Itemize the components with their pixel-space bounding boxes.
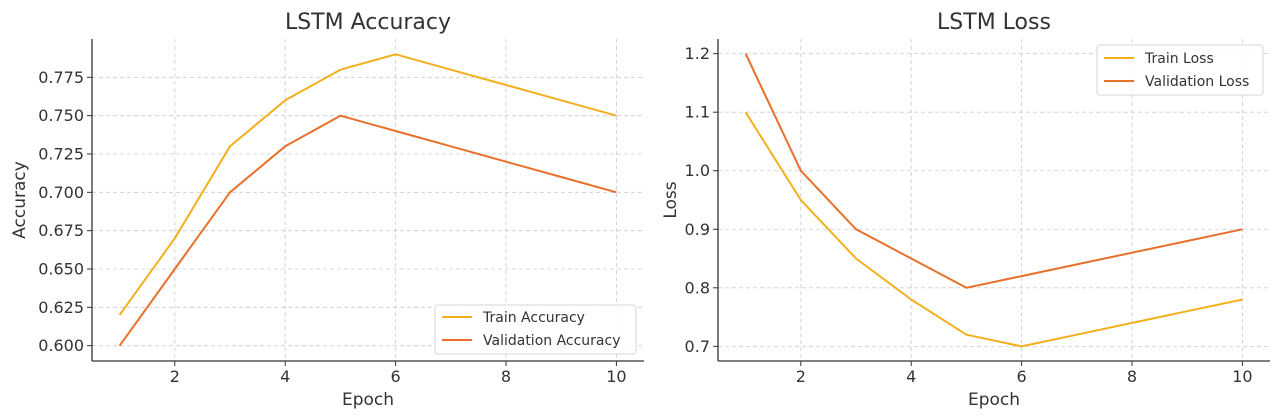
loss-axes bbox=[717, 39, 1270, 362]
loss-chart-title: LSTM Loss bbox=[937, 10, 1051, 35]
loss-legend-label-train: Train Loss bbox=[1144, 51, 1214, 67]
loss-y-tick-label: 1.2 bbox=[685, 44, 710, 63]
accuracy-y-tick-label: 0.775 bbox=[38, 68, 84, 87]
accuracy-legend-box bbox=[434, 304, 637, 355]
loss-x-axis-label: Epoch bbox=[968, 390, 1020, 410]
loss-x-ticks: 2 4 6 8 10 bbox=[796, 361, 1253, 386]
accuracy-y-tick-label: 0.750 bbox=[38, 106, 84, 125]
loss-x-tick-label: 2 bbox=[796, 367, 806, 386]
accuracy-chart: 0.600 0.625 0.650 0.675 0.700 0.725 0.750 0.775… bbox=[10, 10, 644, 410]
accuracy-legend: Train Accuracy Validation Accuracy bbox=[434, 304, 637, 355]
accuracy-y-tick-label: 0.725 bbox=[38, 145, 84, 164]
accuracy-y-ticks: 0.600 0.625 0.650 0.675 0.700 0.725 0.750 0.775 bbox=[38, 68, 92, 355]
accuracy-y-tick-label: 0.650 bbox=[38, 260, 84, 279]
accuracy-train-line bbox=[118, 53, 617, 316]
accuracy-x-tick-label: 2 bbox=[170, 367, 180, 386]
accuracy-x-tick-label: 8 bbox=[501, 367, 511, 386]
accuracy-chart-title: LSTM Accuracy bbox=[285, 10, 451, 35]
loss-y-tick-label: 0.8 bbox=[685, 278, 710, 297]
loss-chart: 0.7 0.8 0.9 1.0 1.1 1.2 2 4 6 8 10 LSTM Loss Epoc… bbox=[661, 10, 1270, 410]
accuracy-y-axis-label: Accuracy bbox=[10, 161, 30, 239]
loss-grid bbox=[718, 39, 1270, 361]
accuracy-x-tick-label: 6 bbox=[391, 367, 401, 386]
loss-y-tick-label: 0.9 bbox=[685, 220, 710, 239]
accuracy-x-tick-label: 4 bbox=[280, 367, 290, 386]
loss-x-tick-label: 4 bbox=[906, 367, 916, 386]
accuracy-series-lines bbox=[118, 53, 617, 347]
loss-y-tick-label: 1.1 bbox=[685, 103, 710, 122]
accuracy-x-tick-label: 10 bbox=[606, 367, 626, 386]
loss-legend: Train Loss Validation Loss bbox=[1096, 44, 1264, 96]
accuracy-y-tick-label: 0.625 bbox=[38, 298, 84, 317]
loss-y-tick-label: 1.0 bbox=[685, 161, 710, 180]
loss-legend-box bbox=[1096, 44, 1264, 96]
accuracy-validation-line bbox=[118, 114, 617, 347]
accuracy-y-tick-label: 0.675 bbox=[38, 221, 84, 240]
loss-y-ticks: 0.7 0.8 0.9 1.0 1.1 1.2 bbox=[685, 44, 718, 356]
loss-x-tick-label: 10 bbox=[1232, 367, 1252, 386]
accuracy-x-ticks: 2 4 6 8 10 bbox=[170, 361, 627, 386]
loss-validation-line bbox=[744, 53, 1243, 289]
loss-y-axis-label: Loss bbox=[661, 181, 681, 218]
loss-series-lines bbox=[744, 53, 1243, 348]
loss-x-tick-label: 6 bbox=[1017, 367, 1027, 386]
loss-y-tick-label: 0.7 bbox=[685, 337, 710, 356]
accuracy-legend-label-train: Train Accuracy bbox=[482, 310, 585, 326]
accuracy-y-tick-label: 0.700 bbox=[38, 183, 84, 202]
loss-x-tick-label: 8 bbox=[1127, 367, 1137, 386]
accuracy-legend-label-validation: Validation Accuracy bbox=[483, 333, 621, 349]
loss-train-line bbox=[744, 111, 1243, 348]
loss-legend-label-validation: Validation Loss bbox=[1145, 74, 1249, 90]
accuracy-x-axis-label: Epoch bbox=[342, 390, 394, 410]
accuracy-grid bbox=[92, 39, 644, 361]
accuracy-y-tick-label: 0.600 bbox=[38, 336, 84, 355]
